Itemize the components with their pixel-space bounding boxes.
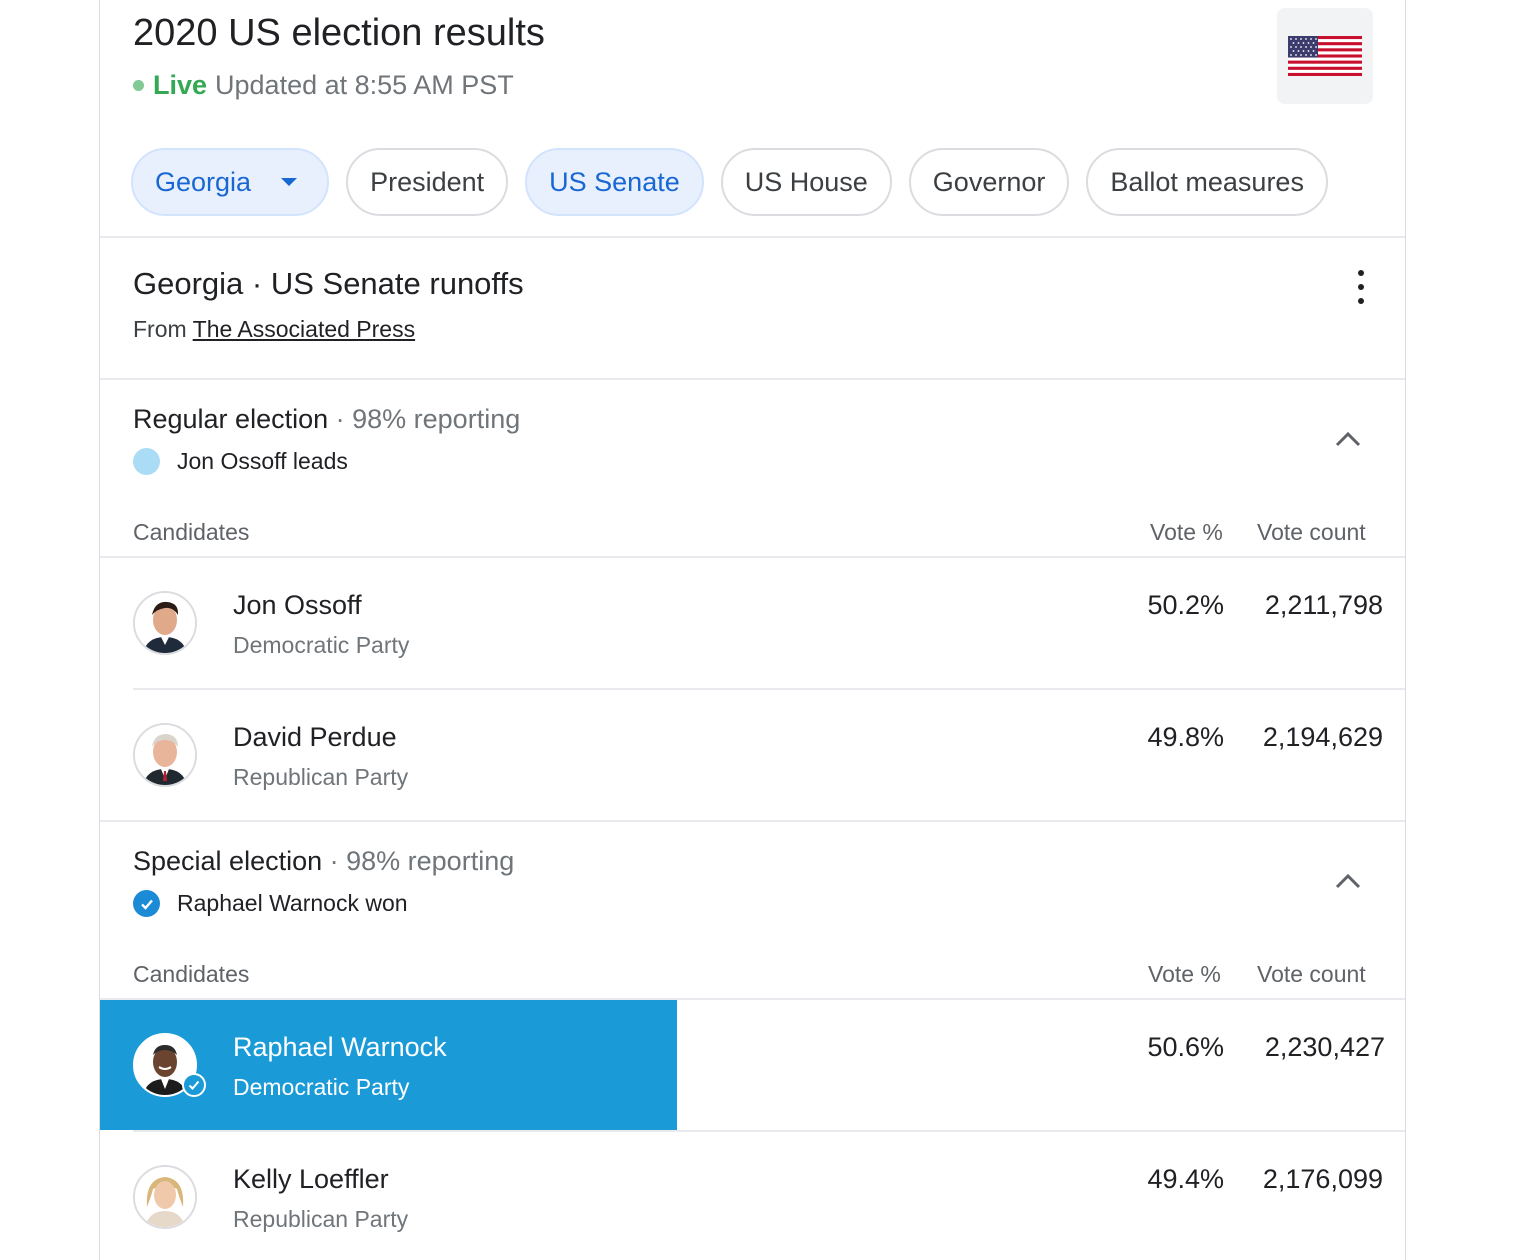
election-results-card: 2020 US election results Live Updated at…: [99, 0, 1406, 1260]
race-header-regular: Regular election · 98% reporting: [133, 404, 520, 435]
live-label: Live: [153, 70, 208, 100]
avatar-kelly-loeffler: [133, 1165, 197, 1229]
race-header-special: Special election · 98% reporting: [133, 846, 514, 877]
candidate-party: Republican Party: [233, 764, 409, 790]
candidate-name: Jon Ossoff: [233, 590, 362, 620]
chip-governor[interactable]: Governor: [908, 148, 1070, 216]
live-status: Live Updated at 8:55 AM PST: [133, 70, 514, 101]
chevron-up-icon[interactable]: [1332, 866, 1364, 898]
race-name: Special election: [133, 846, 323, 876]
divider: [133, 1130, 1405, 1132]
divider: [133, 688, 1405, 690]
source-link[interactable]: The Associated Press: [192, 316, 416, 342]
candidate-name: Kelly Loeffler: [233, 1164, 389, 1194]
vote-pct: 49.8%: [1147, 722, 1224, 752]
chip-us-senate[interactable]: US Senate: [525, 148, 704, 216]
race-reporting: · 98% reporting: [328, 404, 521, 434]
caret-down-icon: [281, 178, 298, 186]
state-dropdown-chip[interactable]: Georgia: [131, 148, 330, 216]
chip-president[interactable]: President: [346, 148, 509, 216]
divider: [100, 236, 1405, 238]
updated-time: Updated at 8:55 AM PST: [215, 70, 514, 100]
page-title: 2020 US election results: [133, 12, 545, 54]
source-line: From The Associated Press: [133, 316, 415, 343]
section-title: Georgia · US Senate runoffs: [133, 266, 524, 301]
divider: [100, 820, 1405, 822]
col-head-vote-count: Vote count: [1257, 961, 1366, 987]
chip-ballot-measures[interactable]: Ballot measures: [1086, 148, 1328, 216]
vote-count: 2,176,099: [1262, 1164, 1383, 1194]
winner-check-icon: [182, 1073, 206, 1097]
candidate-party: Democratic Party: [233, 1074, 410, 1100]
race-status-special: Raphael Warnock won: [133, 890, 408, 917]
race-reporting: · 98% reporting: [322, 846, 515, 876]
race-name: Regular election: [133, 404, 329, 434]
more-options-icon[interactable]: [1350, 270, 1372, 304]
state-chip-label: Georgia: [155, 166, 252, 197]
vote-count: 2,230,427: [1264, 1032, 1385, 1062]
divider: [100, 998, 1405, 1000]
col-head-candidates: Candidates: [133, 961, 250, 987]
avatar-david-perdue: [133, 723, 197, 787]
candidate-party: Democratic Party: [233, 632, 410, 658]
leading-dot-icon: [133, 448, 160, 475]
vote-count: 2,211,798: [1264, 590, 1383, 620]
race-status-text: Jon Ossoff leads: [177, 448, 348, 474]
divider: [100, 556, 1405, 558]
col-head-vote-pct: Vote %: [1148, 961, 1221, 987]
us-flag-icon: [1277, 8, 1373, 104]
live-dot-icon: [133, 80, 144, 91]
vote-count: 2,194,629: [1262, 722, 1383, 752]
race-status-regular: Jon Ossoff leads: [133, 448, 348, 475]
candidate-name: David Perdue: [233, 722, 397, 752]
col-head-vote-pct: Vote %: [1150, 519, 1223, 545]
chip-us-house[interactable]: US House: [720, 148, 892, 216]
candidate-party: Republican Party: [233, 1206, 409, 1232]
vote-pct: 49.4%: [1147, 1164, 1224, 1194]
check-circle-icon: [133, 890, 160, 917]
divider: [100, 378, 1405, 380]
candidate-name: Raphael Warnock: [233, 1032, 447, 1062]
chevron-up-icon[interactable]: [1332, 424, 1364, 456]
vote-pct: 50.6%: [1147, 1032, 1224, 1062]
race-status-text: Raphael Warnock won: [177, 890, 408, 916]
avatar-jon-ossoff: [133, 591, 197, 655]
col-head-candidates: Candidates: [133, 519, 250, 545]
vote-pct: 50.2%: [1147, 590, 1224, 620]
col-head-vote-count: Vote count: [1257, 519, 1366, 545]
filter-chips: Georgia President US Senate US House Gov…: [131, 148, 1328, 216]
source-prefix: From: [133, 316, 187, 342]
